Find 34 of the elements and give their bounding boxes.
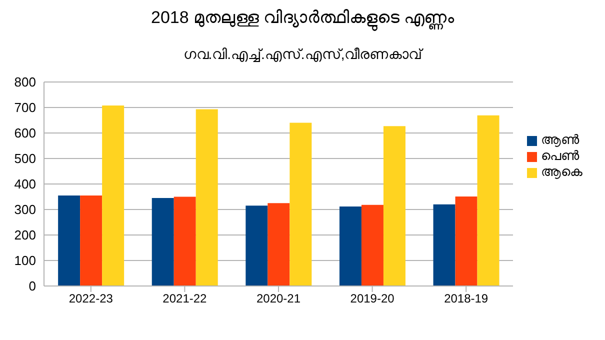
legend-label: ആകെ <box>541 164 582 179</box>
y-tick-label: 700 <box>14 100 36 116</box>
bar <box>339 206 362 286</box>
bar <box>80 195 102 286</box>
legend-label: പെൺ <box>541 148 579 163</box>
y-tick-label: 500 <box>14 151 36 166</box>
x-tick-label: 2020-21 <box>256 292 301 306</box>
y-tick-label: 300 <box>14 202 36 218</box>
y-tick-label: 100 <box>14 253 36 268</box>
bar <box>174 196 196 286</box>
x-tick-label: 2022-23 <box>68 292 114 306</box>
bar <box>383 126 406 286</box>
y-tick-label: 200 <box>14 228 36 243</box>
bar <box>196 109 218 286</box>
bar <box>58 195 80 286</box>
chart-title: 2018 മുതലുള്ള വിദ്യാർത്ഥികളുടെ എണ്ണം <box>150 8 456 33</box>
bar <box>152 198 174 286</box>
bar <box>433 204 456 286</box>
x-tick-label: 2018-19 <box>444 292 488 306</box>
x-tick-label: 2021-22 <box>162 292 208 306</box>
bar <box>268 203 290 286</box>
y-tick-label: 800 <box>14 74 36 90</box>
bar <box>455 196 478 286</box>
y-tick-label: 0 <box>28 278 36 294</box>
bar <box>477 115 500 286</box>
x-tick-label: 2019-20 <box>350 292 395 306</box>
chart-subtitle: ഗവ.വി.എച്ച്.എസ്.എസ്,വീരണകാവ് <box>182 46 424 64</box>
bar <box>246 206 268 286</box>
bar <box>361 204 384 286</box>
legend-label: ആൺ <box>541 132 579 147</box>
bar <box>290 122 312 286</box>
y-tick-label: 400 <box>14 176 36 192</box>
bar <box>102 105 124 286</box>
y-tick-label: 600 <box>14 126 36 141</box>
